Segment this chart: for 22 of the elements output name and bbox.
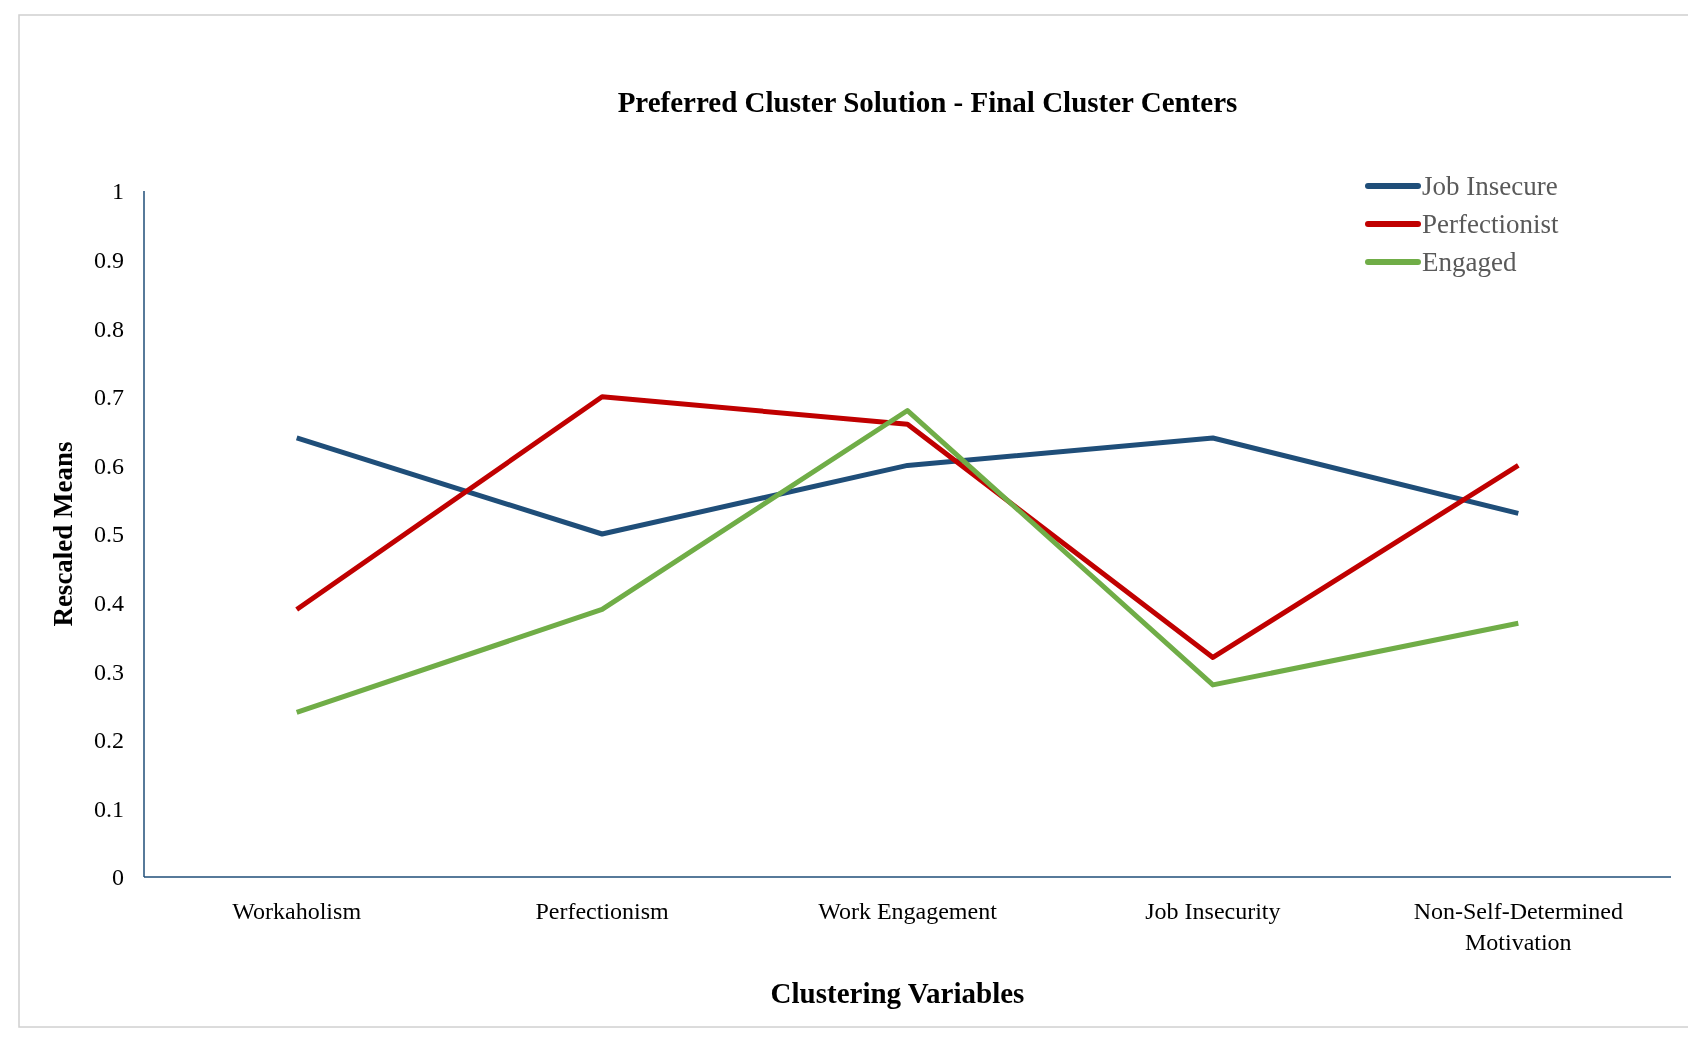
y-tick-label: 0.9 [94, 247, 124, 273]
chart-title: Preferred Cluster Solution - Final Cluster Centers [617, 86, 1238, 118]
x-tick-label: Work Engagement [818, 898, 998, 924]
legend-label: Perfectionist [1422, 209, 1559, 240]
y-tick-label: 0.1 [94, 795, 124, 822]
x-tick-label: Workaholism [232, 898, 362, 924]
x-axis-title: Clustering Variables [770, 977, 1025, 1009]
y-tick-label: 0.8 [94, 315, 124, 342]
y-tick-label: 0.7 [94, 384, 124, 411]
y-tick-label: 0.3 [94, 658, 124, 685]
y-tick-label: 0.4 [94, 590, 124, 616]
y-axis-title: Rescaled Means [48, 441, 78, 627]
x-tick-label: Non-Self-Determined Motivation [1413, 898, 1623, 955]
y-tick-label: 0 [112, 864, 124, 891]
legend-label: Job Insecure [1422, 171, 1558, 202]
y-tick-label: 0.5 [94, 521, 124, 548]
legend-label: Engaged [1422, 247, 1517, 278]
y-tick-label: 0.6 [94, 452, 124, 479]
y-tick-label: 1 [112, 178, 124, 205]
y-tick-label: 0.2 [94, 727, 124, 754]
x-tick-label: Perfectionism [535, 898, 670, 924]
x-tick-label: Job Insecurity [1145, 898, 1281, 924]
